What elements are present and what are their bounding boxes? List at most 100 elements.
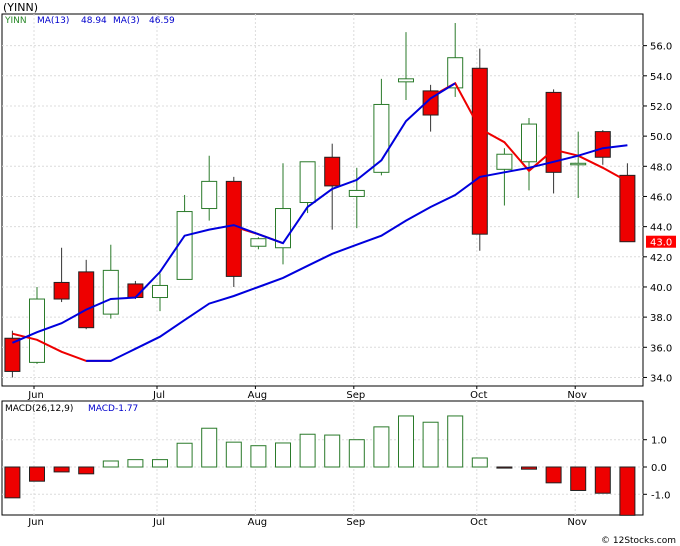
macd-legend-label: MACD [88,404,115,414]
macd-month-label: Jun [27,517,44,528]
candle [348,167,365,229]
candle-body [176,211,193,280]
ma13-line [86,144,628,362]
macd-bar [201,427,218,468]
candle-body [201,180,218,210]
candle-body [398,78,414,83]
macd-bar [225,441,242,468]
candle-body [594,131,611,158]
candle-body [299,161,316,203]
candle-body [570,162,587,166]
macd-panel: 1.0 0.0 -1.0 Jun Jul Aug Sep Oct Nov MACD(26,12… [1,400,671,528]
macd-bar [102,460,119,468]
legend-ma3-label: MA(3) [113,16,140,26]
macd-bar [275,442,291,468]
candle-body [4,337,21,372]
price-y-axis: 34.0 36.0 38.0 40.0 42.0 44.0 46.0 48.0 50.0 52.0… [643,42,672,384]
candle [250,237,267,250]
macd-x-axis: Jun Jul Aug Sep Oct Nov [27,517,587,528]
macd-bar [471,457,488,468]
last-price-tag-box [646,235,676,248]
candle-body [102,269,119,315]
macd-bar [127,459,144,468]
macd-bar [447,415,464,468]
candle-body [496,153,513,170]
macd-month-label: Aug [248,517,268,528]
price-y-tick-label: 46.0 [650,192,672,203]
macd-y-axis: 1.0 0.0 -1.0 [643,436,671,501]
candle [324,143,341,230]
macd-bar [594,466,611,494]
ma13-line-upper [12,82,456,344]
ma3-line-segment [430,81,628,183]
candle-body [324,156,341,187]
candle-body [447,57,464,89]
macd-bar [324,434,341,468]
legend-ma13-value: 48.94 [81,16,107,26]
macd-bars [4,415,636,516]
price-y-tick-label: 38.0 [650,313,672,324]
candle [102,244,119,319]
price-panel-frame [1,13,644,387]
price-x-axis: Jun Jul Aug Sep Oct Nov [27,386,587,401]
chart-title: (YINN) [3,1,38,14]
candle [53,247,70,303]
last-price-tag: 43.0 [646,235,676,249]
candle-body [619,174,636,243]
macd-y-tick-label: 0.0 [651,463,667,474]
candle [225,176,242,287]
macd-bar [619,466,636,516]
candle [521,118,537,191]
candle [4,330,21,378]
price-y-tick-label: 34.0 [650,373,672,384]
macd-title: MACD(26,12,9) [5,404,73,414]
price-y-tick-label: 44.0 [650,223,672,234]
price-y-tick-label: 42.0 [650,253,672,264]
candle [299,161,316,214]
candle [496,148,513,206]
candle-body [471,67,488,235]
candle-body [78,271,95,329]
legend-ticker: YINN [4,16,27,26]
candle [201,155,218,221]
candle-body [373,103,390,173]
macd-month-label: Nov [567,517,587,528]
price-month-label: Sep [346,390,365,401]
price-y-tick-label: 52.0 [650,102,672,113]
macd-legend-value: -1.77 [115,404,138,414]
candle [152,273,168,312]
macd-y-tick-label: -1.0 [651,490,671,501]
macd-bar [250,445,267,468]
macd-bar [4,466,21,499]
candle [29,286,45,364]
price-y-tick-label: 48.0 [650,162,672,173]
macd-bar [53,466,70,473]
price-y-tick-label: 54.0 [650,72,672,83]
price-y-tick-label: 50.0 [650,132,672,143]
macd-y-tick-label: 1.0 [651,436,667,447]
macd-bar [176,442,193,468]
candle [78,259,95,330]
legend-ma13-label: MA(13) [37,16,69,26]
candle-body [521,123,537,163]
price-month-label: Jun [27,390,44,401]
candle-body [348,189,365,197]
macd-bar [570,466,587,491]
macd-bar [78,466,95,475]
price-y-tick-label: 56.0 [650,42,672,53]
price-month-label: Oct [470,390,487,401]
macd-bar [348,439,365,468]
candle [619,163,636,243]
watermark: © 12Stocks.com [601,536,676,546]
candle-body [152,284,168,299]
macd-bar [152,459,168,468]
macd-month-label: Sep [346,517,365,528]
candle-body [53,281,70,300]
candle-body [29,298,45,363]
macd-bar [422,421,439,468]
price-y-tick-label: 36.0 [650,343,672,354]
macd-bar [373,426,390,468]
legend-ma3-value: 46.59 [149,16,175,26]
macd-panel-frame [1,400,644,516]
